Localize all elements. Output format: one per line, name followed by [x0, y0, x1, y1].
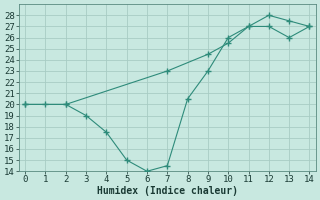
X-axis label: Humidex (Indice chaleur): Humidex (Indice chaleur) — [97, 186, 238, 196]
